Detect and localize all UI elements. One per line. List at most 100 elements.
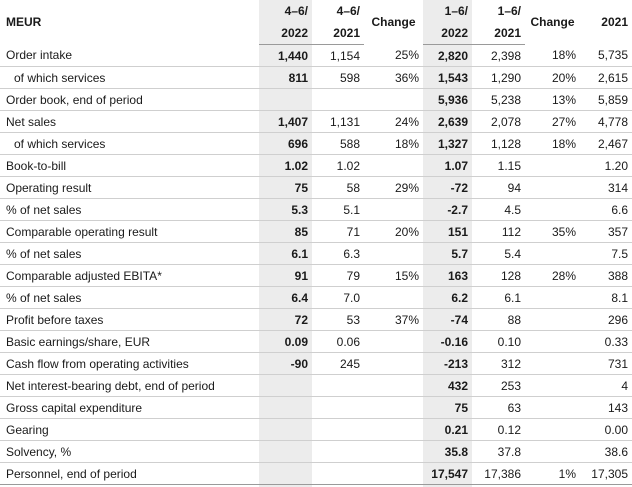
cell-h1-2022: -72: [423, 176, 472, 199]
cell-h1-2021: 253: [472, 374, 525, 397]
cell-h1-2022: 17,547: [423, 462, 472, 485]
cell-h1-2022: 0.21: [423, 418, 472, 441]
row-label: Gross capital expenditure: [0, 396, 259, 419]
header-row-bottom: 2022 2021 2022 2021: [0, 22, 632, 45]
cell-h1-2021: 112: [472, 220, 525, 243]
cell-q2-2022: 6.4: [259, 286, 312, 309]
col-q2-2022-year: 2022: [259, 22, 312, 45]
table-row: Gross capital expenditure 75 63 143: [0, 396, 632, 419]
cell-h1-2022: 1,543: [423, 66, 472, 89]
row-label: Gearing: [0, 418, 259, 441]
cell-q2-2022: 75: [259, 176, 312, 199]
cell-h1-2022: 35.8: [423, 440, 472, 463]
cell-h1-2022: 75: [423, 396, 472, 419]
cell-h1-2021: 94: [472, 176, 525, 199]
table-row: Personnel, end of period 17,547 17,386 1% 17…: [0, 462, 632, 485]
cell-h1-2022: 163: [423, 264, 472, 287]
cell-year-2021: 5,859: [580, 88, 632, 111]
cell-h1-2021: 312: [472, 352, 525, 375]
table-row: % of net sales 6.1 6.3 5.7 5.4 7.5: [0, 242, 632, 265]
cell-q2-2022: 91: [259, 264, 312, 287]
table-row: Comparable adjusted EBITA* 91 79 15% 163 128 2…: [0, 264, 632, 287]
cell-h1-2022: -2.7: [423, 198, 472, 221]
cell-quarter-change: [364, 88, 423, 111]
col-h1-2022-period: 1–6/: [444, 4, 468, 18]
cell-year-2021: 296: [580, 308, 632, 331]
row-label: Personnel, end of period: [0, 462, 259, 485]
cell-year-2021: 2,467: [580, 132, 632, 155]
cell-q2-2022: [259, 396, 312, 419]
row-label: % of net sales: [0, 286, 259, 309]
table-row: of which services 696 588 18% 1,327 1,128 18% 2…: [0, 132, 632, 155]
cell-year-2021: 1.20: [580, 154, 632, 177]
cell-year-2021: 0.00: [580, 418, 632, 441]
header-row-top: MEUR 4–6/ 4–6/ Change 1–6/ 1–6/ Change 2…: [0, 0, 632, 29]
cell-q2-2021: 245: [312, 352, 364, 375]
cell-q2-2021: 0.06: [312, 330, 364, 353]
cell-q2-2022: 5.3: [259, 198, 312, 221]
col-q2-2021-year: 2021: [312, 22, 364, 45]
cell-halfyear-change: [525, 330, 580, 353]
cell-year-2021: 7.5: [580, 242, 632, 265]
row-label: Order book, end of period: [0, 88, 259, 111]
cell-halfyear-change: [525, 242, 580, 265]
cell-q2-2022: [259, 374, 312, 397]
cell-quarter-change: 37%: [364, 308, 423, 331]
cell-h1-2021: 6.1: [472, 286, 525, 309]
cell-q2-2022: 1.02: [259, 154, 312, 177]
cell-q2-2021: 79: [312, 264, 364, 287]
cell-q2-2022: 0.09: [259, 330, 312, 353]
cell-year-2021: 143: [580, 396, 632, 419]
table-row: Gearing 0.21 0.12 0.00: [0, 418, 632, 441]
cell-q2-2021: [312, 462, 364, 485]
cell-q2-2021: 7.0: [312, 286, 364, 309]
cell-halfyear-change: [525, 154, 580, 177]
cell-q2-2022: [259, 440, 312, 463]
cell-h1-2021: 17,386: [472, 462, 525, 485]
cell-q2-2021: 53: [312, 308, 364, 331]
cell-q2-2021: 1.02: [312, 154, 364, 177]
cell-year-2021: 8.1: [580, 286, 632, 309]
cell-q2-2021: 5.1: [312, 198, 364, 221]
cell-year-2021: 4: [580, 374, 632, 397]
cell-quarter-change: 25%: [364, 44, 423, 67]
cell-halfyear-change: [525, 352, 580, 375]
cell-quarter-change: [364, 154, 423, 177]
cell-q2-2021: 71: [312, 220, 364, 243]
cell-h1-2022: 2,639: [423, 110, 472, 133]
cell-h1-2021: 4.5: [472, 198, 525, 221]
row-label: % of net sales: [0, 242, 259, 265]
cell-h1-2022: 1,327: [423, 132, 472, 155]
table-row: Profit before taxes 72 53 37% -74 88 296: [0, 308, 632, 331]
cell-year-2021: 38.6: [580, 440, 632, 463]
cell-q2-2022: 1,440: [259, 44, 312, 67]
cell-q2-2022: 6.1: [259, 242, 312, 265]
cell-quarter-change: [364, 242, 423, 265]
cell-halfyear-change: [525, 286, 580, 309]
cell-year-2021: 357: [580, 220, 632, 243]
cell-h1-2022: 151: [423, 220, 472, 243]
cell-h1-2021: 1,128: [472, 132, 525, 155]
table-row: Solvency, % 35.8 37.8 38.6: [0, 440, 632, 463]
cell-h1-2022: 5,936: [423, 88, 472, 111]
col-h1-2022-year: 2022: [423, 22, 472, 45]
cell-q2-2021: [312, 374, 364, 397]
cell-h1-2022: 5.7: [423, 242, 472, 265]
col-q2-2022-period: 4–6/: [284, 4, 308, 18]
cell-year-2021: 388: [580, 264, 632, 287]
cell-quarter-change: [364, 352, 423, 375]
cell-halfyear-change: 13%: [525, 88, 580, 111]
table-header: MEUR 4–6/ 4–6/ Change 1–6/ 1–6/ Change 2…: [0, 0, 632, 45]
cell-quarter-change: 29%: [364, 176, 423, 199]
cell-q2-2022: [259, 462, 312, 485]
cell-quarter-change: 18%: [364, 132, 423, 155]
cell-q2-2022: -90: [259, 352, 312, 375]
unit-header: MEUR: [6, 15, 42, 30]
row-label: Net sales: [0, 110, 259, 133]
row-label: Order intake: [0, 44, 259, 67]
row-label: Book-to-bill: [0, 154, 259, 177]
cell-q2-2021: 598: [312, 66, 364, 89]
row-label: Net interest-bearing debt, end of period: [0, 374, 259, 397]
cell-halfyear-change: [525, 440, 580, 463]
